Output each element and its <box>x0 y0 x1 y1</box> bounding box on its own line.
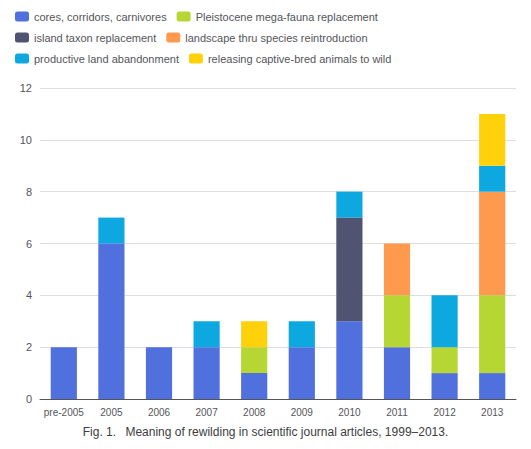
svg-text:0: 0 <box>26 393 32 405</box>
svg-text:productive land abandonment: productive land abandonment <box>34 53 179 65</box>
svg-text:Fig. 1. Meaning of rewilding: Fig. 1. Meaning of rewilding in scientif… <box>83 425 449 439</box>
svg-text:6: 6 <box>26 238 32 250</box>
svg-text:releasing captive-bred animals: releasing captive-bred animals to wild <box>208 53 391 65</box>
svg-text:island taxon replacement: island taxon replacement <box>34 32 156 44</box>
svg-text:2: 2 <box>26 341 32 353</box>
svg-text:2006: 2006 <box>148 407 171 418</box>
svg-text:2013: 2013 <box>481 407 504 418</box>
svg-text:12: 12 <box>20 82 32 94</box>
svg-text:2007: 2007 <box>195 407 218 418</box>
svg-text:2010: 2010 <box>338 407 361 418</box>
svg-text:4: 4 <box>26 289 32 301</box>
svg-text:pre-2005: pre-2005 <box>44 407 84 418</box>
svg-text:10: 10 <box>20 134 32 146</box>
svg-text:2012: 2012 <box>433 407 456 418</box>
svg-text:2011: 2011 <box>386 407 408 418</box>
svg-text:2008: 2008 <box>243 407 266 418</box>
svg-text:2009: 2009 <box>291 407 314 418</box>
svg-text:2005: 2005 <box>100 407 123 418</box>
svg-text:8: 8 <box>26 186 32 198</box>
svg-text:cores, corridors, carnivores: cores, corridors, carnivores <box>34 11 167 23</box>
svg-text:landscape thru species reintro: landscape thru species reintroduction <box>185 32 367 44</box>
svg-text:Pleistocene mega-fauna replace: Pleistocene mega-fauna replacement <box>196 11 378 23</box>
